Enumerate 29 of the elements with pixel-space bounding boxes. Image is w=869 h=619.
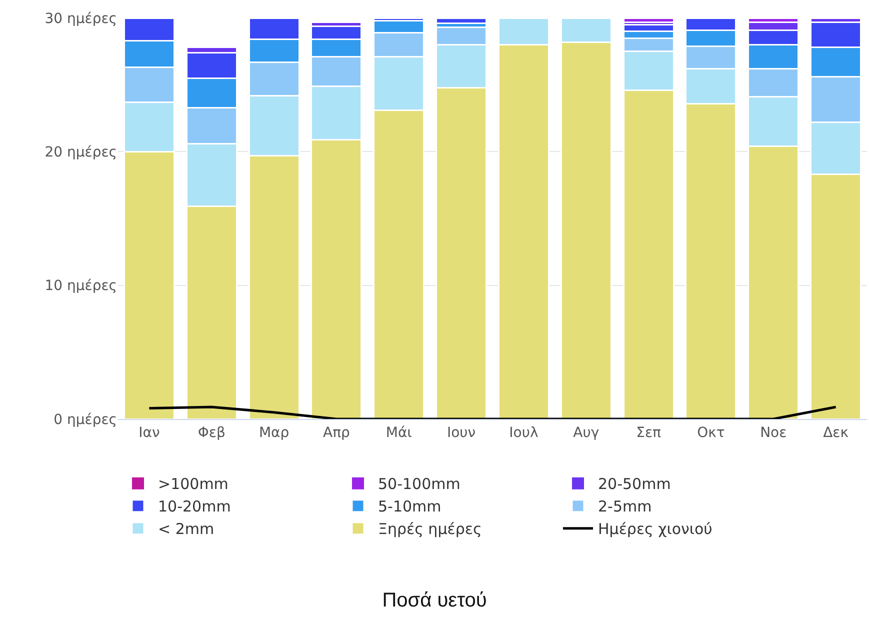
- x-tick-label: Μαρ: [258, 424, 290, 441]
- x-tick-label: Ιουν: [446, 424, 476, 441]
- x-tick-label: Απρ: [323, 424, 350, 441]
- text: Ποσά υετού: [382, 590, 487, 612]
- bar: [436, 18, 488, 24]
- x-tick-label: Ιαν: [138, 424, 160, 441]
- x-tick-label: Φεβ: [198, 424, 226, 441]
- legend-label: 2-5mm: [598, 498, 652, 516]
- y-tick-label: 20 ημέρες: [44, 144, 117, 161]
- x-tick-label: Ιουλ: [509, 424, 538, 441]
- line-series: [148, 406, 838, 419]
- x-tick-label: Σεπ: [636, 424, 662, 441]
- legend-label: >100mm: [158, 475, 228, 494]
- legend-label: Ημέρες χιονιού: [598, 520, 712, 538]
- x-tick-label: Δεκ: [823, 424, 848, 441]
- bar: [622, 18, 674, 23]
- x-tick-label: Οκτ: [697, 424, 725, 441]
- x-tick-label: Νοε: [760, 424, 787, 441]
- y-tick-label: 0 ημέρες: [54, 412, 117, 428]
- x-tick-label: Αυγ: [573, 424, 600, 441]
- x-tick-label: Μάι: [386, 424, 412, 441]
- legend-label: 50-100mm: [378, 475, 460, 494]
- legend-label: Ξηρές ημέρες: [378, 520, 482, 538]
- legend-label: 20-50mm: [598, 475, 671, 494]
- legend-label: 10-20mm: [158, 498, 231, 516]
- y-tick-label: 10 ημέρες: [44, 278, 117, 294]
- y-tick-label: 30 ημέρες: [44, 10, 117, 27]
- legend-label: < 2mm: [158, 520, 214, 538]
- legend-label: 5-10mm: [378, 498, 442, 516]
